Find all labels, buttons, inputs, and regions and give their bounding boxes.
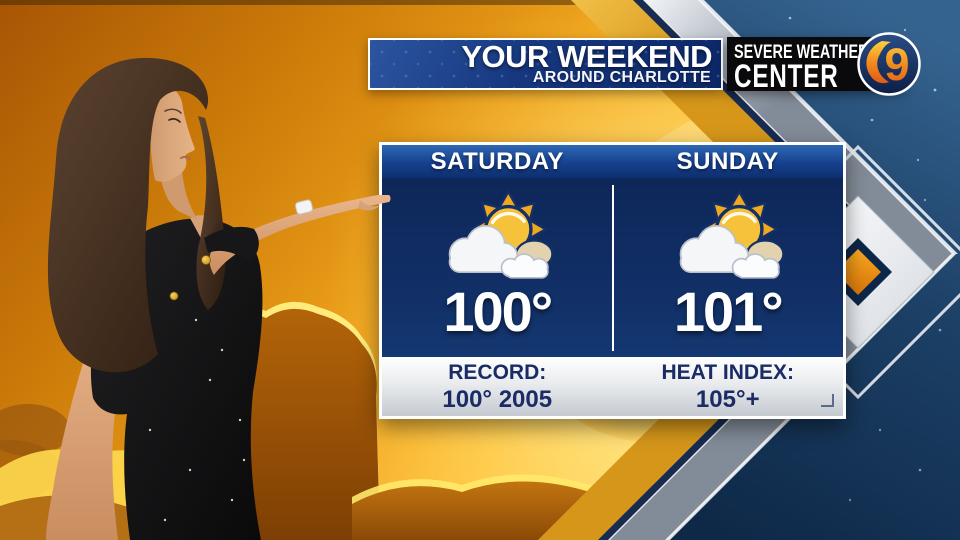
banner-subtitle: AROUND CHARLOTTE <box>532 69 711 86</box>
channel-9-logo: 9 <box>857 32 921 96</box>
logo-flame <box>866 41 891 84</box>
corner-mark <box>821 394 834 407</box>
heat-index-column: HEAT INDEX: 105°+ <box>613 357 844 416</box>
banner: YOUR WEEKEND AROUND CHARLOTTE <box>368 38 723 90</box>
temperature-saturday: 100° <box>443 280 553 343</box>
day-column-sunday: 101° <box>613 178 844 357</box>
temperature-sunday: 101° <box>673 280 784 343</box>
navy-field <box>668 0 960 540</box>
partly-sunny-icon <box>678 190 785 280</box>
banner-title: YOUR WEEKEND <box>461 39 712 74</box>
record-value: 100° 2005 <box>442 385 553 413</box>
day-header-saturday: SATURDAY <box>430 147 564 175</box>
record-label: RECORD: <box>448 361 547 384</box>
partly-sunny-icon <box>448 190 555 280</box>
column-divider <box>611 185 614 351</box>
day-header-sunday: SUNDAY <box>676 147 779 175</box>
logo-number: 9 <box>884 39 909 90</box>
day-column-saturday: 100° <box>382 178 613 357</box>
heat-index-value: 105°+ <box>695 385 760 413</box>
panel-body: 100° 101° <box>382 178 843 357</box>
brand-line1: SEVERE WEATHER <box>734 42 869 63</box>
record-column: RECORD: 100° 2005 <box>382 357 613 416</box>
heat-index-label: HEAT INDEX: <box>661 361 795 384</box>
brand-line2: CENTER <box>734 58 839 94</box>
panel-header: SATURDAY SUNDAY <box>382 145 843 178</box>
forecast-panel: SATURDAY SUNDAY <box>379 142 846 419</box>
footer-strip: RECORD: 100° 2005 HEAT INDEX: 105°+ <box>382 357 843 416</box>
